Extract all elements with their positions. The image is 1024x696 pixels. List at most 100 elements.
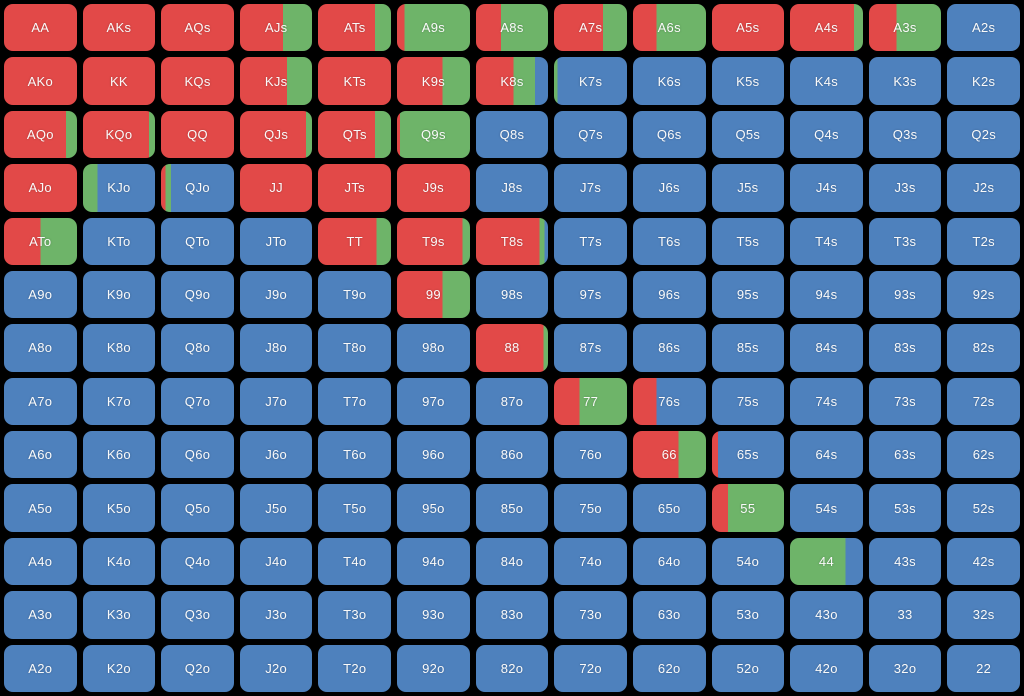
hand-cell-T3s[interactable]: T3s (868, 217, 942, 265)
hand-cell-K3s[interactable]: K3s (868, 57, 942, 105)
hand-cell-96o[interactable]: 96o (397, 431, 470, 479)
hand-cell-KQs[interactable]: KQs (161, 57, 234, 105)
hand-cell-Q2o[interactable]: Q2o (161, 644, 234, 692)
hand-cell-K8s[interactable]: K8s (475, 57, 549, 105)
hand-cell-A5s[interactable]: A5s (711, 4, 785, 52)
hand-cell-AKo[interactable]: AKo (4, 57, 77, 105)
hand-cell-52s[interactable]: 52s (947, 484, 1020, 532)
hand-cell-72o[interactable]: 72o (554, 644, 627, 692)
hand-cell-AKs[interactable]: AKs (82, 4, 156, 52)
hand-cell-88[interactable]: 88 (475, 324, 549, 372)
hand-cell-K7o[interactable]: K7o (82, 377, 156, 426)
hand-cell-K4o[interactable]: K4o (82, 537, 156, 586)
hand-cell-A7o[interactable]: A7o (4, 377, 77, 426)
hand-cell-95o[interactable]: 95o (397, 484, 470, 532)
hand-cell-K6o[interactable]: K6o (82, 431, 156, 479)
hand-cell-Q4o[interactable]: Q4o (161, 537, 234, 586)
hand-cell-64o[interactable]: 64o (632, 537, 706, 586)
hand-cell-T8o[interactable]: T8o (318, 324, 392, 372)
hand-cell-KTs[interactable]: KTs (318, 57, 392, 105)
hand-cell-83o[interactable]: 83o (475, 591, 549, 639)
hand-cell-44[interactable]: 44 (790, 537, 863, 586)
hand-cell-Q6s[interactable]: Q6s (632, 110, 706, 159)
hand-cell-A5o[interactable]: A5o (4, 484, 77, 532)
hand-cell-K9o[interactable]: K9o (82, 270, 156, 319)
hand-cell-54o[interactable]: 54o (711, 537, 785, 586)
hand-cell-AJs[interactable]: AJs (239, 4, 313, 52)
hand-cell-A4s[interactable]: A4s (790, 4, 863, 52)
hand-cell-86s[interactable]: 86s (632, 324, 706, 372)
hand-cell-55[interactable]: 55 (711, 484, 785, 532)
hand-cell-K2s[interactable]: K2s (947, 57, 1020, 105)
hand-cell-73s[interactable]: 73s (868, 377, 942, 426)
hand-cell-AA[interactable]: AA (4, 4, 77, 52)
hand-cell-64s[interactable]: 64s (790, 431, 863, 479)
hand-cell-Q5s[interactable]: Q5s (711, 110, 785, 159)
hand-cell-52o[interactable]: 52o (711, 644, 785, 692)
hand-cell-T2s[interactable]: T2s (947, 217, 1020, 265)
hand-cell-76o[interactable]: 76o (554, 431, 627, 479)
hand-cell-T5o[interactable]: T5o (318, 484, 392, 532)
hand-cell-T6s[interactable]: T6s (632, 217, 706, 265)
hand-cell-QQ[interactable]: QQ (161, 110, 234, 159)
hand-cell-63o[interactable]: 63o (632, 591, 706, 639)
hand-cell-T3o[interactable]: T3o (318, 591, 392, 639)
hand-cell-KJo[interactable]: KJo (82, 164, 156, 212)
hand-cell-Q2s[interactable]: Q2s (947, 110, 1020, 159)
hand-cell-A3o[interactable]: A3o (4, 591, 77, 639)
hand-cell-65o[interactable]: 65o (632, 484, 706, 532)
hand-cell-42o[interactable]: 42o (790, 644, 863, 692)
hand-cell-KK[interactable]: KK (82, 57, 156, 105)
hand-cell-A2s[interactable]: A2s (947, 4, 1020, 52)
hand-cell-97s[interactable]: 97s (554, 270, 627, 319)
hand-cell-A7s[interactable]: A7s (554, 4, 627, 52)
hand-cell-J5o[interactable]: J5o (239, 484, 313, 532)
hand-cell-85o[interactable]: 85o (475, 484, 549, 532)
hand-cell-QJs[interactable]: QJs (239, 110, 313, 159)
hand-cell-KQo[interactable]: KQo (82, 110, 156, 159)
hand-cell-98s[interactable]: 98s (475, 270, 549, 319)
hand-cell-65s[interactable]: 65s (711, 431, 785, 479)
hand-cell-T6o[interactable]: T6o (318, 431, 392, 479)
hand-cell-Q7s[interactable]: Q7s (554, 110, 627, 159)
hand-cell-J4s[interactable]: J4s (790, 164, 863, 212)
hand-cell-ATo[interactable]: ATo (4, 217, 77, 265)
hand-cell-J7s[interactable]: J7s (554, 164, 627, 212)
hand-cell-JTo[interactable]: JTo (239, 217, 313, 265)
hand-cell-J5s[interactable]: J5s (711, 164, 785, 212)
hand-cell-A9o[interactable]: A9o (4, 270, 77, 319)
hand-cell-JTs[interactable]: JTs (318, 164, 392, 212)
hand-cell-A6s[interactable]: A6s (632, 4, 706, 52)
hand-cell-53s[interactable]: 53s (868, 484, 942, 532)
hand-cell-QTo[interactable]: QTo (161, 217, 234, 265)
hand-cell-96s[interactable]: 96s (632, 270, 706, 319)
hand-cell-A3s[interactable]: A3s (868, 4, 942, 52)
hand-cell-82o[interactable]: 82o (475, 644, 549, 692)
hand-cell-K6s[interactable]: K6s (632, 57, 706, 105)
hand-cell-97o[interactable]: 97o (397, 377, 470, 426)
hand-cell-54s[interactable]: 54s (790, 484, 863, 532)
hand-cell-K9s[interactable]: K9s (397, 57, 470, 105)
hand-cell-Q5o[interactable]: Q5o (161, 484, 234, 532)
hand-cell-Q3o[interactable]: Q3o (161, 591, 234, 639)
hand-cell-T8s[interactable]: T8s (475, 217, 549, 265)
hand-cell-ATs[interactable]: ATs (318, 4, 392, 52)
hand-cell-43o[interactable]: 43o (790, 591, 863, 639)
hand-cell-K5o[interactable]: K5o (82, 484, 156, 532)
hand-cell-J3s[interactable]: J3s (868, 164, 942, 212)
hand-cell-43s[interactable]: 43s (868, 537, 942, 586)
hand-cell-K8o[interactable]: K8o (82, 324, 156, 372)
hand-cell-J9o[interactable]: J9o (239, 270, 313, 319)
hand-cell-66[interactable]: 66 (632, 431, 706, 479)
hand-cell-J4o[interactable]: J4o (239, 537, 313, 586)
hand-cell-QJo[interactable]: QJo (161, 164, 234, 212)
hand-cell-J8s[interactable]: J8s (475, 164, 549, 212)
hand-cell-TT[interactable]: TT (318, 217, 392, 265)
hand-cell-J9s[interactable]: J9s (397, 164, 470, 212)
hand-cell-JJ[interactable]: JJ (239, 164, 313, 212)
hand-cell-K5s[interactable]: K5s (711, 57, 785, 105)
hand-cell-82s[interactable]: 82s (947, 324, 1020, 372)
hand-cell-75s[interactable]: 75s (711, 377, 785, 426)
hand-cell-T2o[interactable]: T2o (318, 644, 392, 692)
hand-cell-T7s[interactable]: T7s (554, 217, 627, 265)
